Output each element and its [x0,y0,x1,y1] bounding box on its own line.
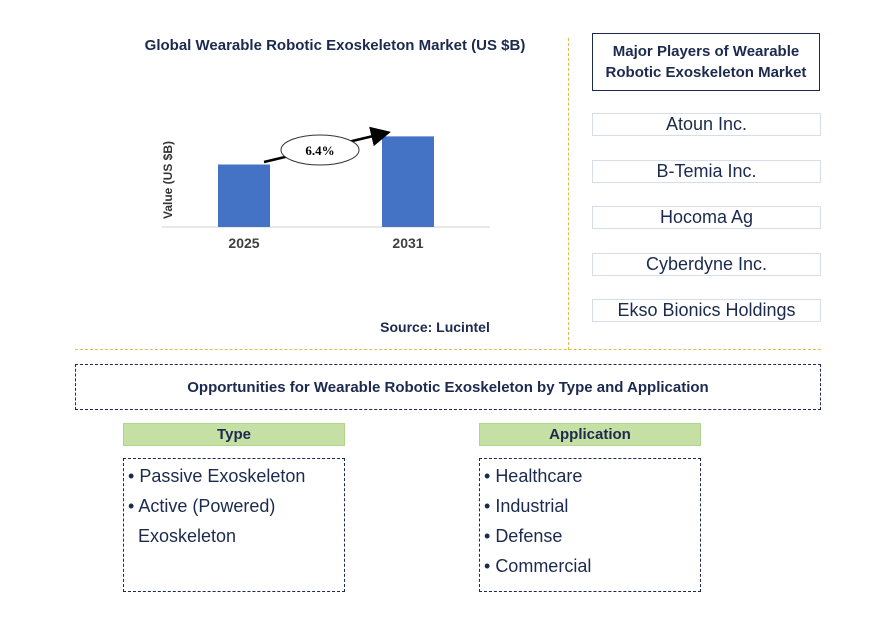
source-label: Source: Lucintel [380,319,490,335]
type-list: • Passive Exoskeleton • Active (Powered)… [123,458,345,592]
type-item-continuation: Exoskeleton [138,526,237,546]
players-header: Major Players of Wearable Robotic Exoske… [592,33,820,91]
opportunities-title: Opportunities for Wearable Robotic Exosk… [75,364,821,410]
type-item: • Passive Exoskeleton [128,466,306,486]
bar-2031 [382,136,434,227]
cagr-ellipse [280,134,360,166]
chart-title: Global Wearable Robotic Exoskeleton Mark… [144,37,526,54]
y-axis-label: Value (US $B) [161,141,175,219]
x-tick-label-2025: 2025 [228,235,259,251]
bar-2025 [218,164,270,227]
x-tick-label-2031: 2031 [392,235,423,251]
vertical-divider [568,38,569,350]
player-item: Ekso Bionics Holdings [592,299,821,322]
player-item: Atoun Inc. [592,113,821,136]
player-item: Hocoma Ag [592,206,821,229]
type-item: • Active (Powered) [128,496,276,516]
application-item: • Industrial [484,496,569,516]
type-header: Type [123,423,345,446]
cagr-label: 6.4% [305,143,334,158]
player-item: Cyberdyne Inc. [592,253,821,276]
player-item: B-Temia Inc. [592,160,821,183]
bar-chart: Value (US $B) 2025 2031 6.4% [161,126,490,251]
application-item: • Healthcare [484,466,583,486]
horizontal-divider [75,349,821,350]
application-item: • Defense [484,526,563,546]
application-list: • Healthcare • Industrial • Defense • Co… [479,458,701,592]
application-item: • Commercial [484,556,592,576]
application-header: Application [479,423,701,446]
